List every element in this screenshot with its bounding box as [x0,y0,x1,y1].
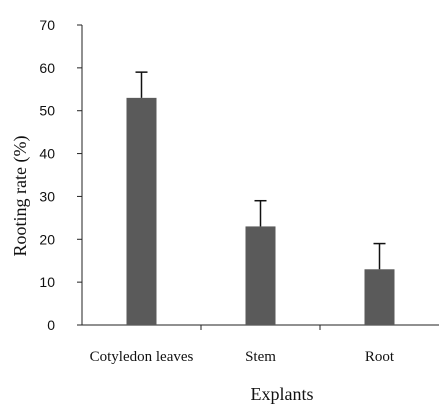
y-axis-title: Rooting rate (%) [10,136,31,257]
bar [126,97,157,325]
bar [245,226,276,325]
y-tick-label: 40 [39,146,55,162]
bar-series [126,97,395,325]
category-labels: Cotyledon leaves Stem Root [90,349,395,365]
y-axis-ticks: 0 10 20 30 40 50 60 70 [39,17,82,333]
category-label: Cotyledon leaves [90,349,194,365]
y-tick-label: 60 [39,60,55,76]
y-tick-label: 30 [39,188,55,204]
category-label: Stem [245,349,276,365]
category-label: Root [365,349,395,365]
x-axis-title: Explants [251,384,314,404]
x-axis-ticks [200,325,321,330]
y-tick-label: 10 [39,274,55,290]
bar [364,269,395,325]
error-bars [135,71,386,270]
y-tick-label: 20 [39,231,55,247]
y-tick-label: 0 [47,317,55,333]
y-tick-label: 50 [39,103,55,119]
y-tick-label: 70 [39,17,55,33]
